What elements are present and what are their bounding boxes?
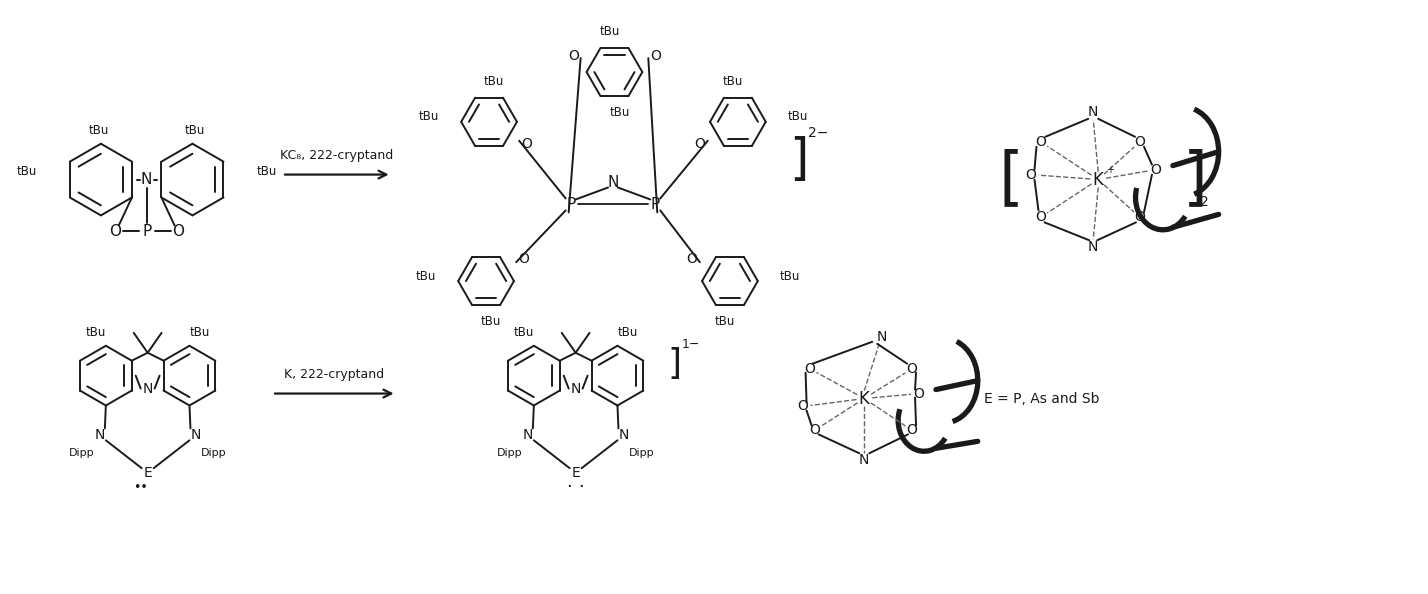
Text: tBu: tBu	[416, 270, 437, 283]
Text: tBu: tBu	[723, 74, 743, 87]
Text: tBu: tBu	[89, 124, 109, 137]
Text: N: N	[877, 330, 887, 344]
Text: tBu: tBu	[17, 165, 37, 178]
Text: O: O	[1035, 135, 1045, 148]
Text: N: N	[141, 172, 153, 187]
Text: tBu: tBu	[418, 110, 440, 124]
Text: O: O	[1025, 168, 1035, 182]
Text: O: O	[694, 137, 705, 151]
Text: O: O	[907, 424, 918, 437]
Text: N: N	[607, 175, 618, 190]
Text: O: O	[810, 424, 820, 437]
Text: tBu: tBu	[780, 270, 800, 283]
Text: E: E	[143, 466, 151, 480]
Text: O: O	[797, 400, 808, 413]
Text: O: O	[1135, 210, 1145, 225]
Text: Dipp: Dipp	[70, 448, 94, 458]
Text: Dipp: Dipp	[628, 448, 654, 458]
Text: 2: 2	[1200, 195, 1208, 210]
Text: O: O	[109, 224, 121, 239]
Text: tBu: tBu	[481, 315, 501, 328]
Text: K: K	[858, 390, 870, 407]
Text: tBu: tBu	[610, 106, 630, 119]
Text: ]: ]	[667, 347, 681, 381]
Text: O: O	[914, 387, 924, 400]
Text: N: N	[190, 428, 200, 443]
Text: tBu: tBu	[715, 315, 735, 328]
Text: O: O	[1135, 135, 1145, 148]
Text: 2−: 2−	[808, 126, 828, 140]
Text: E = P, As and Sb: E = P, As and Sb	[984, 391, 1100, 406]
Text: tBu: tBu	[190, 326, 210, 339]
Text: tBu: tBu	[514, 326, 534, 339]
Text: N: N	[570, 381, 581, 396]
Text: N: N	[1088, 240, 1098, 254]
Text: O: O	[907, 362, 918, 375]
Text: 1−: 1−	[683, 338, 701, 350]
Text: P: P	[651, 197, 660, 212]
Text: ••: ••	[133, 481, 149, 494]
Text: tBu: tBu	[617, 326, 637, 339]
Text: E: E	[571, 466, 580, 480]
Text: P: P	[565, 197, 575, 212]
Text: O: O	[173, 224, 184, 239]
Text: O: O	[1151, 163, 1161, 176]
Text: tBu: tBu	[184, 124, 204, 137]
Text: O: O	[518, 252, 530, 266]
Text: O: O	[1035, 210, 1045, 225]
Text: N: N	[143, 381, 153, 396]
Text: N: N	[94, 428, 106, 443]
Text: Dipp: Dipp	[497, 448, 523, 458]
Text: N: N	[860, 453, 870, 467]
Text: K, 222-cryptand: K, 222-cryptand	[284, 368, 384, 381]
Text: O: O	[687, 252, 697, 266]
Text: N: N	[618, 428, 628, 443]
Text: P: P	[141, 224, 151, 239]
Text: ·: ·	[578, 478, 584, 496]
Text: +: +	[1107, 165, 1114, 175]
Text: tBu: tBu	[256, 165, 277, 178]
Text: O: O	[568, 49, 580, 63]
Text: tBu: tBu	[86, 326, 106, 339]
Text: tBu: tBu	[788, 110, 808, 124]
Text: ·: ·	[565, 478, 571, 496]
Text: O: O	[650, 49, 661, 63]
Text: KC₈, 222-cryptand: KC₈, 222-cryptand	[280, 148, 393, 162]
Text: N: N	[523, 428, 533, 443]
Text: O: O	[804, 362, 815, 375]
Text: [: [	[998, 148, 1022, 210]
Text: tBu: tBu	[600, 25, 620, 38]
Text: Dipp: Dipp	[200, 448, 226, 458]
Text: ]: ]	[790, 135, 810, 184]
Text: tBu: tBu	[484, 74, 504, 87]
Text: O: O	[521, 137, 533, 151]
Text: K: K	[1092, 170, 1104, 188]
Text: N: N	[1088, 105, 1098, 119]
Text: ]: ]	[1184, 148, 1208, 210]
